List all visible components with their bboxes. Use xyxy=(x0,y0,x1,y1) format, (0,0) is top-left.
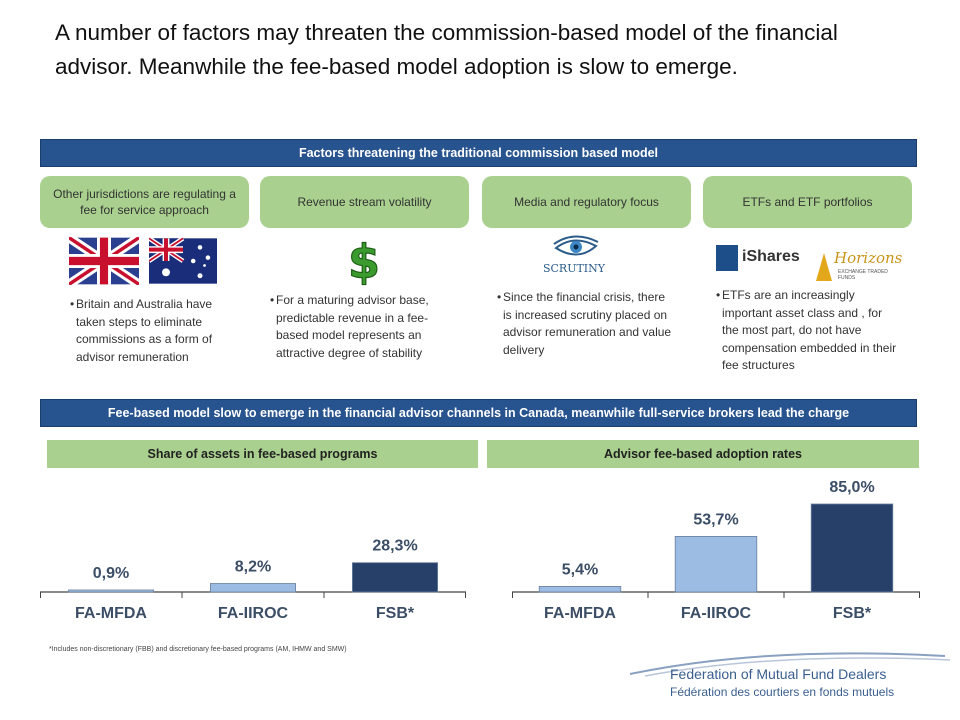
category-label: FSB* xyxy=(376,605,415,622)
data-label: 8,2% xyxy=(235,559,271,576)
factor-bullet-media: • Since the financial crisis, there is in… xyxy=(497,290,672,357)
data-label: 0,9% xyxy=(93,565,129,582)
category-label: FSB* xyxy=(833,605,872,622)
bar-fsb- xyxy=(351,562,438,593)
bar-fsb- xyxy=(810,503,894,593)
factor-pill-jurisdictions: Other jurisdictions are regulating a fee… xyxy=(40,176,249,228)
category-label: FA-IIROC xyxy=(218,605,289,622)
bar-fa-iiroc xyxy=(209,583,296,593)
logo-french: Fédération des courtiers en fonds mutuel… xyxy=(670,685,895,699)
bar-fa-iiroc xyxy=(674,536,758,593)
adoption-rates-chart: 5,4% FA-MFDA 53,7% FA-IIROC 85,0% FSB* xyxy=(512,479,920,622)
horizons-logo: Horizons EXCHANGE TRADED FUNDS xyxy=(816,249,906,285)
logo-english: Federation of Mutual Fund Dealers xyxy=(670,666,887,682)
horizons-subtext: EXCHANGE TRADED FUNDS xyxy=(838,269,888,281)
scrutiny-eye-icon: SCRUTINY xyxy=(543,235,606,275)
slide-title: A number of factors may threaten the com… xyxy=(55,20,838,79)
bar-fa-mfda xyxy=(67,589,154,593)
ishares-logo: iShares xyxy=(716,243,800,273)
svg-text:$: $ xyxy=(348,236,380,286)
australia-flag-icon xyxy=(149,237,217,284)
logo-swoosh-icon xyxy=(629,652,951,677)
uk-flag-icon xyxy=(69,237,139,285)
factor-pill-revenue: Revenue stream volatility xyxy=(260,176,469,228)
data-label: 28,3% xyxy=(372,538,417,555)
data-label: 53,7% xyxy=(693,511,738,528)
factor-pill-etfs: ETFs and ETF portfolios xyxy=(703,176,912,228)
horizons-text: Horizons xyxy=(834,249,903,267)
share-of-assets-chart: 0,9% FA-MFDA 8,2% FA-IIROC 28,3% FSB* xyxy=(40,538,466,622)
dollar-sign-icon: $ xyxy=(347,236,380,286)
chart-title-adoption-rates: Advisor fee-based adoption rates xyxy=(487,440,919,468)
fee-based-banner: Fee-based model slow to emerge in the fi… xyxy=(40,399,917,427)
factor-pill-media: Media and regulatory focus xyxy=(482,176,691,228)
category-label: FA-IIROC xyxy=(681,605,752,622)
footnote: *Includes non-discretionary (FBB) and di… xyxy=(49,646,347,653)
data-label: 85,0% xyxy=(829,479,874,496)
category-label: FA-MFDA xyxy=(544,605,616,622)
factor-bullet-etfs: • ETFs are an increasingly important asse… xyxy=(716,288,897,372)
fmfd-logo: Federation of Mutual Fund Dealers Fédéra… xyxy=(625,648,955,708)
scrutiny-text: SCRUTINY xyxy=(543,262,606,275)
category-label: FA-MFDA xyxy=(75,605,147,622)
bar-fa-mfda xyxy=(538,586,622,593)
factors-banner: Factors threatening the traditional comm… xyxy=(40,139,917,167)
factor-bullet-revenue: • For a maturing advisor base, predictabl… xyxy=(270,293,429,360)
ishares-text: iShares xyxy=(742,248,800,265)
data-label: 5,4% xyxy=(562,561,598,578)
factor-bullet-jurisdictions: • Britain and Australia have taken steps … xyxy=(70,297,213,364)
chart-title-share-of-assets: Share of assets in fee-based programs xyxy=(47,440,478,468)
